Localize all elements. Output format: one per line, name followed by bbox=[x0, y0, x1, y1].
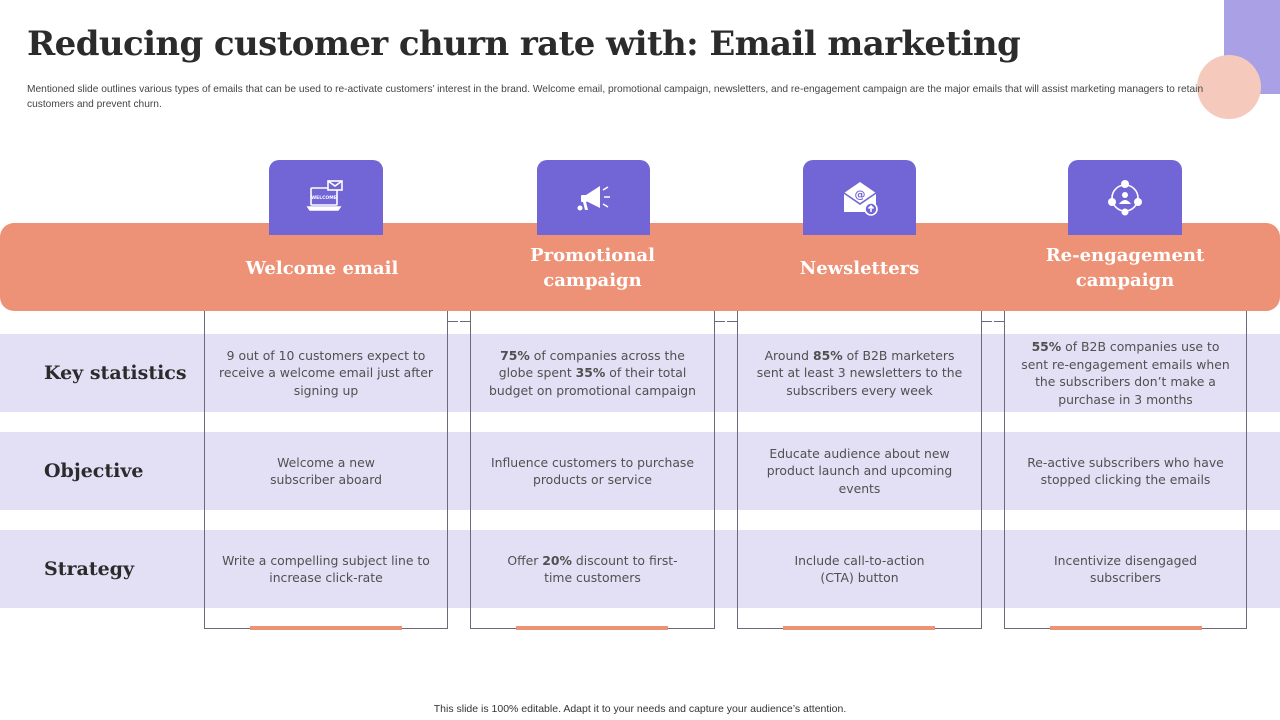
page-subtitle: Mentioned slide outlines various types o… bbox=[27, 84, 1204, 110]
cell-welcome-strategy: Write a compelling subject line to incre… bbox=[205, 530, 447, 608]
column-header-reengagement-campaign: Re-engagement campaign bbox=[1045, 245, 1205, 291]
svg-text:@: @ bbox=[854, 188, 865, 201]
welcome-email-laptop-icon: WELCOME bbox=[306, 179, 343, 211]
cell-text: of B2B companies use to sent re-engageme… bbox=[1021, 339, 1230, 407]
stat-highlight: 85% bbox=[812, 347, 843, 363]
cell-text: Offer bbox=[507, 552, 543, 568]
cell-text: of their total budget on promotional cam… bbox=[489, 365, 696, 398]
column-accent-bar bbox=[1050, 626, 1202, 630]
column-header-newsletters: Newsletters bbox=[799, 257, 920, 279]
cell-promotional-key-statistics: 75% of companies across the globe spent … bbox=[471, 334, 714, 412]
reengagement-icon-tab bbox=[1068, 160, 1182, 235]
column-accent-bar bbox=[783, 626, 935, 630]
row-label-key-statistics: Key statistics bbox=[44, 362, 187, 384]
page-title: Reducing customer churn rate with: Email… bbox=[27, 24, 1021, 64]
cell-newsletters-strategy: Include call-to-action (CTA) button bbox=[738, 530, 981, 608]
stat-highlight: 55% bbox=[1031, 339, 1062, 354]
cell-newsletters-key-statistics: Around 85% of B2B marketers sent at leas… bbox=[738, 334, 981, 412]
column-accent-bar bbox=[516, 626, 668, 630]
cell-text: 9 out of 10 customers expect to receive … bbox=[219, 347, 433, 398]
cell-welcome-objective: Welcome a new subscriber aboard bbox=[205, 432, 447, 510]
bracket-tick bbox=[448, 321, 458, 322]
welcome-icon-text: WELCOME bbox=[311, 195, 337, 201]
cell-welcome-key-statistics: 9 out of 10 customers expect to receive … bbox=[205, 334, 447, 412]
cell-reengagement-strategy: Incentivize disengaged subscribers bbox=[1005, 530, 1246, 608]
cell-text: Re-active subscribers who have stopped c… bbox=[1027, 454, 1224, 488]
newsletter-envelope-icon: @ bbox=[843, 181, 878, 216]
cell-text: Educate audience about new product launc… bbox=[766, 445, 953, 496]
column-header-promotional-campaign: Promotional campaign bbox=[470, 238, 715, 298]
column-frame-newsletters bbox=[737, 311, 982, 630]
cell-reengagement-objective: Re-active subscribers who have stopped c… bbox=[1005, 432, 1246, 510]
megaphone-icon bbox=[577, 185, 610, 210]
cell-text: Around bbox=[764, 347, 813, 363]
row-band-strategy bbox=[0, 530, 1280, 608]
cell-text: Welcome a new subscriber aboard bbox=[270, 454, 382, 488]
cell-text: discount to first-time customers bbox=[544, 552, 678, 586]
column-frame-reengagement bbox=[1004, 311, 1247, 630]
bracket-tick bbox=[727, 321, 737, 322]
row-band-key-statistics bbox=[0, 334, 1280, 412]
footer-note: This slide is 100% editable. Adapt it to… bbox=[433, 703, 847, 715]
cell-reengagement-key-statistics: 55% of B2B companies use to sent re-enga… bbox=[1005, 334, 1246, 412]
bracket-tick bbox=[460, 321, 470, 322]
bracket-tick bbox=[982, 321, 992, 322]
welcome-email-icon-tab: WELCOME bbox=[269, 160, 383, 235]
cell-text: Influence customers to purchase products… bbox=[490, 454, 694, 488]
newsletters-icon-tab: @ bbox=[803, 160, 916, 235]
cell-text: of companies across the globe spent bbox=[498, 347, 685, 381]
promotional-icon-tab bbox=[537, 160, 650, 235]
column-header-welcome-email: Welcome email bbox=[245, 257, 399, 279]
column-header-promotional-line1: Promotional bbox=[530, 245, 655, 266]
cell-text: Write a compelling subject line to incre… bbox=[222, 552, 430, 586]
bracket-tick bbox=[994, 321, 1004, 322]
bracket-tick bbox=[715, 321, 725, 322]
header-band bbox=[0, 223, 1280, 311]
stat-highlight: 20% bbox=[542, 552, 572, 568]
cell-promotional-strategy: Offer 20% discount to first-time custome… bbox=[471, 530, 714, 608]
cell-text: of B2B marketers sent at least 3 newslet… bbox=[756, 347, 963, 398]
stat-highlight: 75% bbox=[500, 347, 530, 363]
corner-decoration-circle bbox=[1197, 55, 1261, 119]
cell-text: Incentivize disengaged subscribers bbox=[1054, 552, 1197, 586]
column-accent-bar bbox=[250, 626, 402, 630]
cell-text: Include call-to-action (CTA) button bbox=[794, 552, 925, 586]
column-header-promotional-line2: campaign bbox=[543, 270, 642, 291]
column-frame-welcome bbox=[204, 311, 448, 630]
row-label-strategy: Strategy bbox=[44, 558, 135, 580]
cell-promotional-objective: Influence customers to purchase products… bbox=[471, 432, 714, 510]
row-label-objective: Objective bbox=[44, 460, 144, 482]
row-band-objective bbox=[0, 432, 1280, 510]
network-people-icon bbox=[1108, 179, 1142, 215]
stat-highlight: 35% bbox=[575, 365, 606, 381]
cell-newsletters-objective: Educate audience about new product launc… bbox=[738, 432, 981, 510]
column-frame-promotional bbox=[470, 311, 715, 630]
